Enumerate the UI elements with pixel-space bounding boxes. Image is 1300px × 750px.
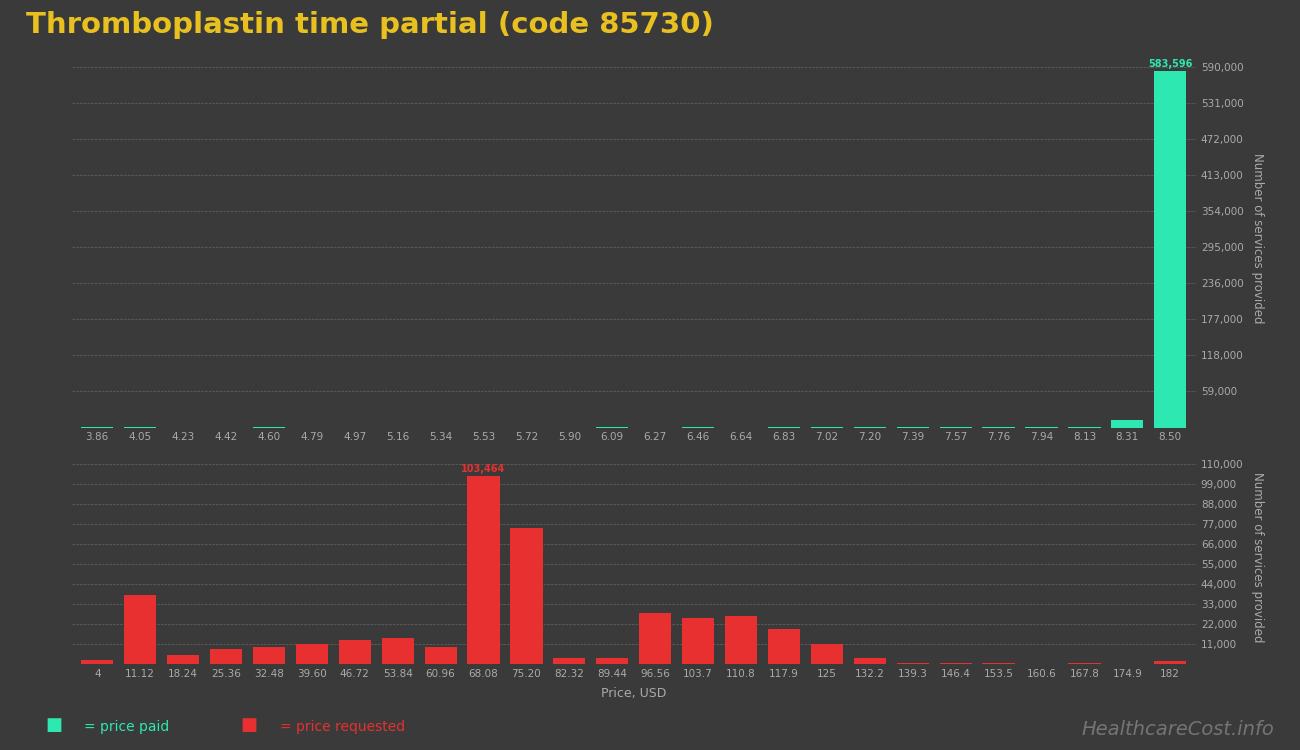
X-axis label: Price, USD: Price, USD	[601, 687, 667, 700]
Bar	[682, 619, 714, 664]
Text: ■: ■	[46, 716, 62, 734]
Bar	[725, 616, 757, 664]
Bar	[209, 650, 242, 664]
Bar	[124, 595, 156, 664]
Bar	[81, 660, 113, 664]
Bar	[296, 644, 328, 664]
Bar	[854, 658, 885, 664]
Bar	[597, 658, 628, 664]
Bar	[468, 476, 499, 664]
Bar	[252, 647, 285, 664]
Text: 103,464: 103,464	[462, 464, 506, 473]
Bar	[511, 528, 542, 664]
X-axis label: Price, USD: Price, USD	[601, 451, 667, 464]
Bar	[166, 655, 199, 664]
Bar	[640, 613, 671, 664]
Bar	[339, 640, 370, 664]
Text: Thromboplastin time partial (code 85730): Thromboplastin time partial (code 85730)	[26, 11, 714, 39]
Bar	[554, 658, 585, 664]
Bar	[811, 644, 842, 664]
Text: 583,596: 583,596	[1148, 58, 1192, 68]
Bar	[768, 629, 800, 664]
Bar	[425, 647, 456, 664]
Y-axis label: Number of services provided: Number of services provided	[1252, 472, 1265, 642]
Bar	[1154, 71, 1187, 428]
Text: = price paid: = price paid	[84, 720, 170, 734]
Y-axis label: Number of services provided: Number of services provided	[1252, 153, 1265, 323]
Bar	[897, 663, 928, 664]
Bar	[382, 638, 413, 664]
Text: = price requested: = price requested	[280, 720, 404, 734]
Text: ■: ■	[240, 716, 257, 734]
Text: HealthcareCost.info: HealthcareCost.info	[1082, 720, 1274, 739]
Bar	[1112, 419, 1144, 428]
Bar	[1154, 661, 1187, 664]
